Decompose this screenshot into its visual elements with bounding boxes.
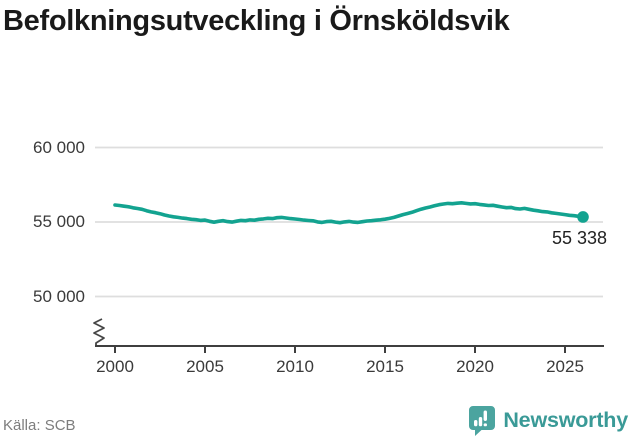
x-axis-ticks (114, 346, 566, 353)
x-axis-tick-label: 2000 (96, 357, 134, 376)
x-axis-tick-label: 2020 (456, 357, 494, 376)
newsworthy-speech-bubble-bar-chart-icon (469, 405, 496, 436)
x-axis-tick-label: 2005 (186, 357, 224, 376)
population-line (113, 201, 585, 225)
latest-value-label: 55 338 (551, 227, 607, 248)
y-axis-tick-label: 55 000 (33, 212, 85, 231)
chart-title: Befolkningsutveckling i Örnsköldsvik (3, 5, 510, 37)
x-axis-tick-label: 2010 (276, 357, 314, 376)
y-axis-break-icon (93, 318, 105, 345)
data-series (113, 201, 589, 225)
latest-value-dot (577, 211, 589, 223)
newsworthy-logo: Newsworthy (468, 404, 628, 436)
x-axis-tick-label: 2025 (546, 357, 584, 376)
x-axis (93, 318, 604, 347)
newsworthy-wordmark: Newsworthy (503, 407, 628, 432)
source-attribution: Källa: SCB (3, 417, 76, 434)
y-axis-tick-label: 60 000 (33, 137, 85, 157)
y-axis-tick-label: 50 000 (33, 286, 85, 306)
x-axis-tick-label: 2015 (366, 357, 404, 376)
